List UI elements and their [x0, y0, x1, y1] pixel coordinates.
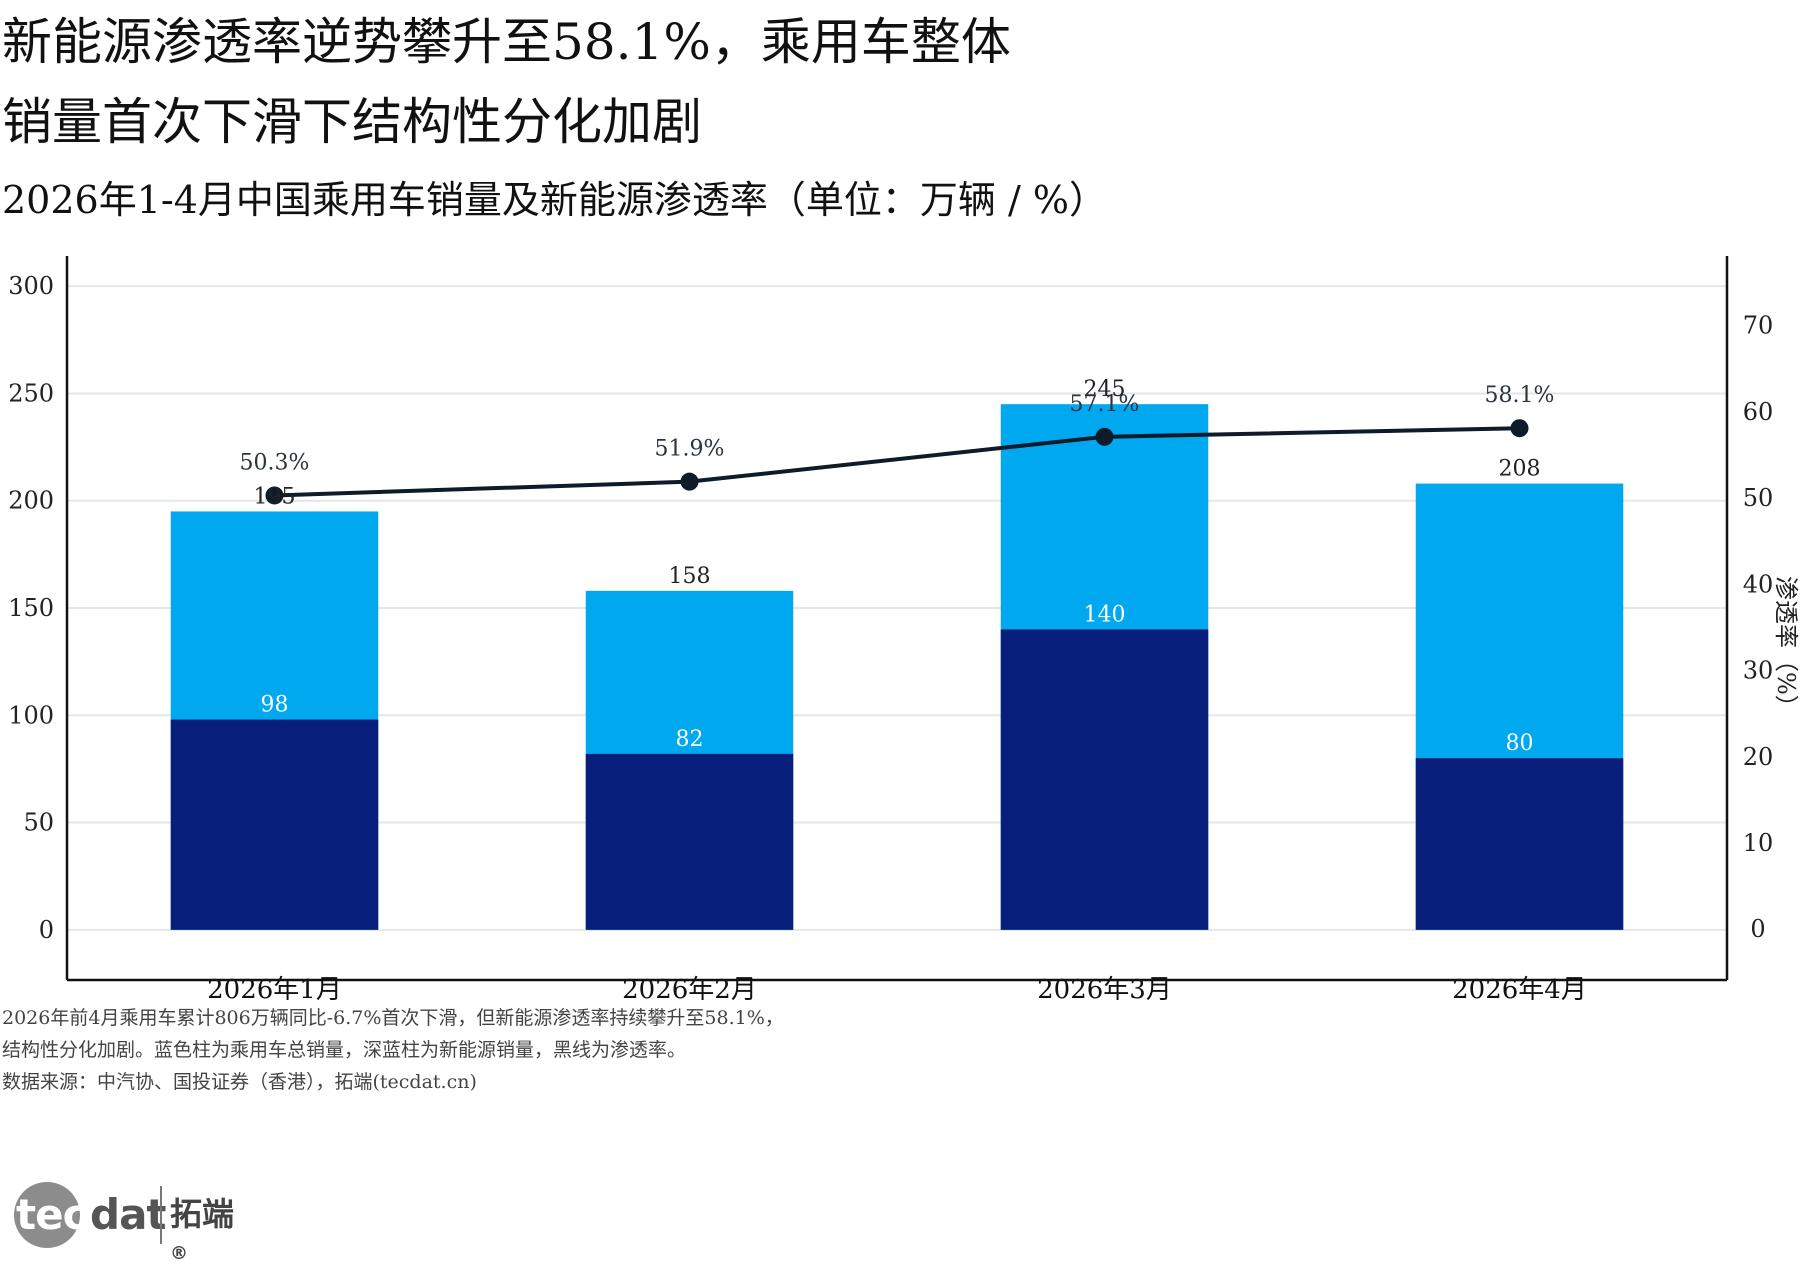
bar-group [170, 404, 1624, 930]
footnote-line-2: 结构性分化加剧。蓝色柱为乘用车总销量，深蓝柱为新能源销量，黑线为渗透率。 [2, 1039, 687, 1061]
chart-title-line-2: 销量首次下滑下结构性分化加剧 [2, 93, 702, 151]
penetration-point-4 [1510, 419, 1529, 438]
penetration-point-3 [1095, 427, 1114, 446]
bar-total-label: 245 [1084, 377, 1126, 402]
right-tick-label: 10 [1743, 829, 1774, 857]
source-note: 数据来源：中汽协、国投证券（香港），拓端(tecdat.cn) [2, 1071, 477, 1093]
logo-chinese-text: 拓端 ® [170, 1194, 250, 1280]
left-tick-label: 50 [23, 809, 54, 837]
penetration-label: 51.9% [655, 437, 725, 462]
tecdat-logo: tec dat 拓端 ® [10, 1180, 250, 1264]
axes-group: 0501001502002503000102030405060702026年1月… [8, 256, 1800, 1000]
left-tick-label: 300 [8, 272, 54, 300]
bar-nev-3 [1000, 629, 1209, 930]
bar-nev-label: 140 [1084, 602, 1126, 627]
logo-divider [160, 1186, 162, 1244]
right-tick-label: 70 [1743, 312, 1774, 340]
penetration-label: 57.1% [1070, 392, 1140, 417]
logo-chinese: 拓端 [170, 1195, 235, 1233]
left-tick-label: 200 [8, 487, 54, 515]
footnote-line-1: 2026年前4月乘用车累计806万辆同比-6.7%首次下滑，但新能源渗透率持续攀… [2, 1007, 784, 1029]
bar-nev-2 [585, 753, 794, 930]
bar-nev-1 [170, 719, 379, 930]
right-tick-label: 0 [1750, 915, 1765, 943]
penetration-point-1 [265, 486, 284, 505]
penetration-line-group [265, 419, 1529, 505]
right-tick-label: 50 [1743, 484, 1774, 512]
chart-title-line-1: 新能源渗透率逆势攀升至58.1%，乘用车整体 [2, 13, 1011, 71]
penetration-line [274, 426, 1520, 498]
bar-total-label: 195 [254, 484, 296, 509]
logo-text-dat: dat [90, 1190, 166, 1239]
right-tick-label: 40 [1743, 570, 1774, 598]
logo-circle [14, 1182, 80, 1248]
chart-plot: 195 98 158 82 245 140 208 80 50.3% 51.9% 57.1% 58.1… [8, 256, 1800, 1000]
registered-mark: ® [170, 1243, 188, 1264]
left-tick-label: 150 [8, 594, 54, 622]
bar-nev-label: 98 [261, 693, 289, 718]
penetration-label: 58.1% [1485, 383, 1555, 408]
penetration-point-2 [680, 472, 699, 491]
bar-total-label: 158 [669, 564, 711, 589]
right-axis-label: 渗透率（%） [1772, 576, 1800, 719]
bar-nev-label: 82 [676, 727, 704, 752]
bar-total-label: 208 [1499, 457, 1541, 482]
logo-text-tec: tec [16, 1190, 87, 1239]
bar-nev-4 [1415, 758, 1624, 930]
left-tick-label: 250 [8, 379, 54, 407]
left-tick-label: 0 [39, 916, 54, 944]
penetration-label: 50.3% [240, 450, 310, 475]
right-tick-label: 30 [1743, 657, 1774, 685]
chart-subtitle: 2026年1-4月中国乘用车销量及新能源渗透率（单位：万辆 / %） [2, 178, 1107, 222]
right-tick-label: 20 [1743, 743, 1774, 771]
right-tick-label: 60 [1743, 398, 1774, 426]
left-tick-label: 100 [8, 701, 54, 729]
bar-nev-label: 80 [1506, 731, 1534, 756]
data-label-group: 195 98 158 82 245 140 208 80 50.3% 51.9% 57.1% 58.1… [240, 377, 1555, 756]
